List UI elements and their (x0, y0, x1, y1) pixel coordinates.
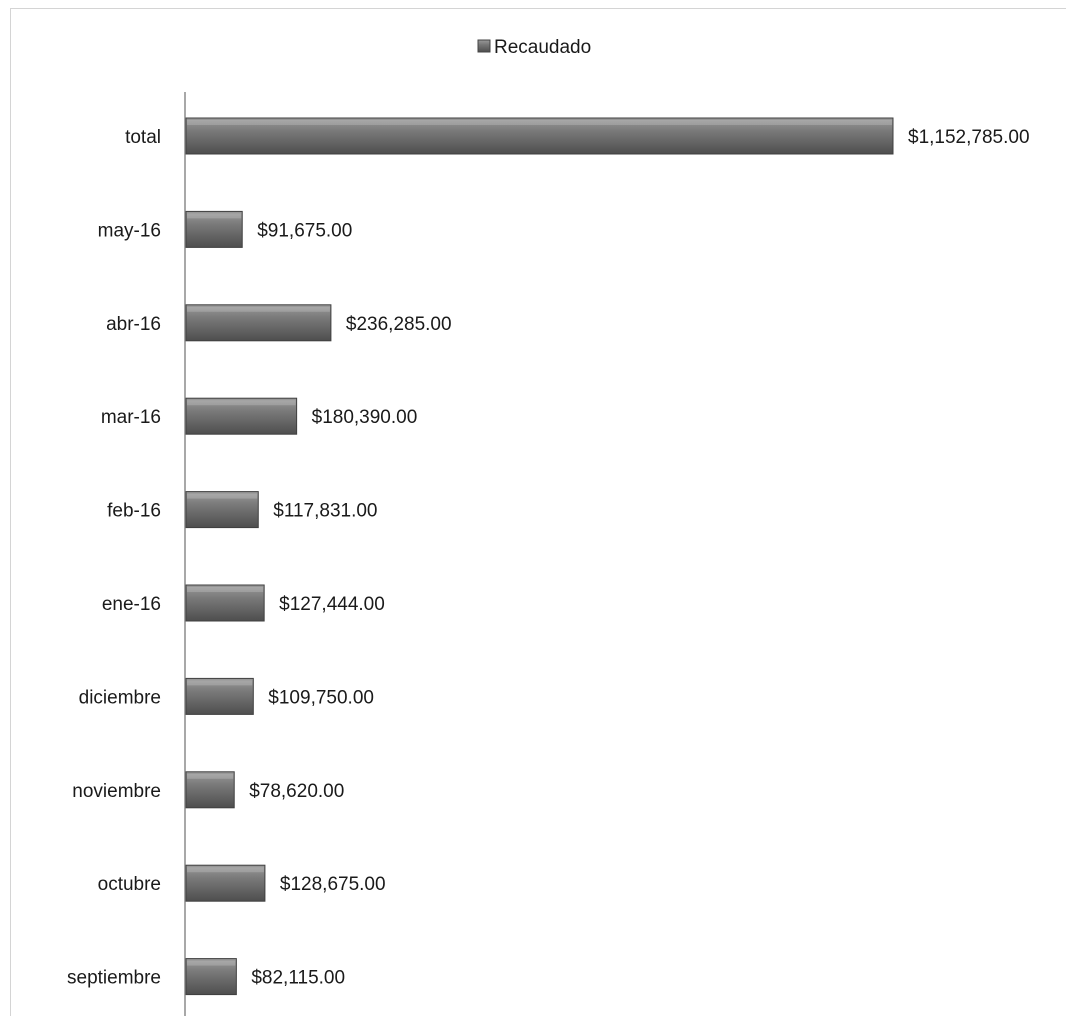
data-label: $1,152,785.00 (908, 127, 1030, 148)
data-label: $236,285.00 (346, 314, 452, 335)
bar (185, 584, 265, 622)
bars-group: total $1,152,785.00 may-16 $91,675.00 abr-16… (67, 117, 1030, 996)
bar-highlight (187, 213, 242, 219)
bar-highlight (187, 120, 892, 125)
category-label: total (125, 127, 161, 148)
data-label: $127,444.00 (279, 594, 385, 615)
category-label: feb-16 (107, 501, 161, 522)
bar-highlight (187, 867, 264, 873)
data-label: $180,390.00 (312, 407, 418, 428)
bar (185, 864, 266, 902)
data-label: $82,115.00 (251, 968, 345, 989)
data-label: $117,831.00 (273, 501, 377, 522)
category-label: octubre (98, 874, 161, 895)
bar-highlight (187, 960, 236, 966)
bar (185, 210, 243, 248)
bar-highlight (187, 400, 296, 406)
bar (185, 958, 237, 996)
bar-highlight (187, 773, 234, 779)
bar-highlight (187, 587, 264, 592)
data-label: $109,750.00 (268, 687, 374, 708)
category-label: ene-16 (102, 594, 161, 615)
legend: Recaudado (477, 37, 591, 58)
legend-swatch (477, 39, 491, 53)
category-label: noviembre (72, 781, 161, 802)
legend-label: Recaudado (494, 37, 591, 58)
data-label: $91,675.00 (257, 220, 352, 241)
bar (185, 771, 235, 809)
category-label: septiembre (67, 968, 161, 989)
category-label: may-16 (98, 220, 161, 241)
bar (185, 677, 254, 715)
data-label: $128,675.00 (280, 874, 386, 895)
bar (185, 304, 332, 342)
category-label: mar-16 (101, 407, 161, 428)
bar (185, 491, 259, 529)
bar-highlight (187, 680, 253, 686)
bar-highlight (187, 306, 330, 312)
category-label: diciembre (79, 687, 161, 708)
bar-highlight (187, 493, 258, 499)
chart-frame (10, 8, 1066, 1016)
bar (185, 397, 298, 435)
bar (185, 117, 894, 155)
category-label: abr-16 (106, 314, 161, 335)
data-label: $78,620.00 (249, 781, 344, 802)
